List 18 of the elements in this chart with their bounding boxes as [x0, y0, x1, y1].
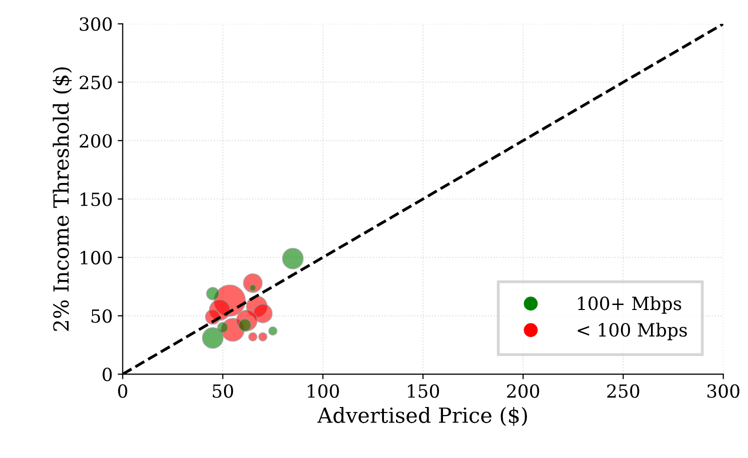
y-tick-label: 300: [80, 17, 112, 31]
x-tick-label: 50: [212, 384, 234, 398]
x-tick-label: 100: [308, 384, 339, 398]
x-tick-label: 250: [607, 384, 640, 398]
y-tick-label: 50: [92, 309, 112, 323]
y-axis-title: 2% Income Threshold ($): [52, 67, 72, 331]
y-tick-label: 200: [80, 134, 112, 148]
legend-label: 100+ Mbps: [578, 296, 682, 314]
y-tick-label: 0: [102, 368, 112, 382]
y-tick-label: 150: [80, 192, 112, 206]
x-tick-label: 150: [408, 384, 440, 398]
x-tick-label: 300: [707, 384, 740, 398]
x-axis-title: Advertised Price ($): [317, 406, 527, 426]
y-tick-label: 250: [80, 76, 112, 90]
x-tick-label: 200: [507, 384, 540, 398]
x-tick-label: 0: [118, 384, 128, 398]
legend-label: < 100 Mbps: [578, 322, 687, 340]
y-tick-label: 100: [80, 250, 112, 265]
